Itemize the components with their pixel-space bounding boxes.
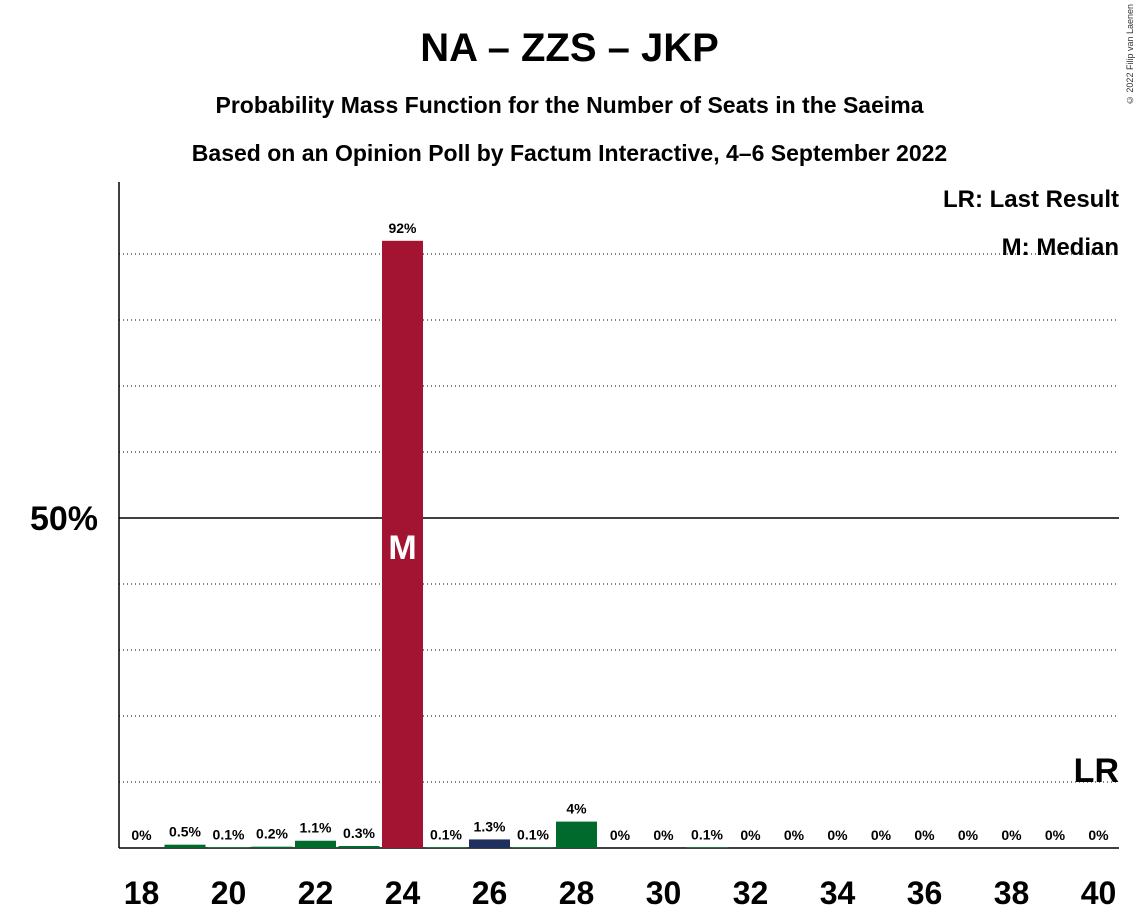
bar-20: [208, 847, 249, 848]
x-tick-label-28: 28: [559, 875, 595, 911]
bar-19: [164, 844, 206, 848]
bar-24: [382, 240, 423, 849]
data-label-21: 0.2%: [256, 826, 288, 842]
x-tick-label-32: 32: [733, 875, 769, 911]
data-label-36: 0%: [914, 827, 935, 843]
chart-subtitle-2: Based on an Opinion Poll by Factum Inter…: [191, 140, 948, 166]
data-label-23: 0.3%: [343, 825, 375, 841]
data-label-33: 0%: [784, 827, 805, 843]
data-label-20: 0.1%: [213, 826, 245, 842]
x-tick-label-20: 20: [211, 875, 247, 911]
data-label-22: 1.1%: [300, 820, 332, 836]
data-label-38: 0%: [1001, 827, 1022, 843]
x-tick-label-22: 22: [298, 875, 334, 911]
data-label-28: 4%: [566, 801, 587, 817]
x-tick-label-18: 18: [124, 875, 160, 911]
x-tick-label-26: 26: [472, 875, 508, 911]
data-label-35: 0%: [871, 827, 892, 843]
data-label-30: 0%: [653, 827, 674, 843]
y-tick-label: 50%: [30, 500, 98, 538]
data-label-34: 0%: [827, 827, 848, 843]
x-tick-label-24: 24: [385, 875, 421, 911]
data-label-18: 0%: [131, 827, 152, 843]
data-label-27: 0.1%: [517, 826, 549, 842]
chart-title: NA – ZZS – JKP: [420, 26, 719, 70]
data-label-31: 0.1%: [691, 826, 723, 842]
x-tick-label-38: 38: [994, 875, 1030, 911]
x-tick-label-36: 36: [907, 875, 943, 911]
bar-23: [338, 846, 380, 848]
bar-25: [425, 847, 467, 848]
data-label-40: 0%: [1088, 827, 1109, 843]
x-tick-label-34: 34: [820, 875, 856, 911]
data-label-32: 0%: [740, 827, 761, 843]
data-label-37: 0%: [958, 827, 979, 843]
bar-21: [251, 846, 293, 848]
x-tick-label-40: 40: [1081, 875, 1117, 911]
bar-22: [295, 840, 336, 848]
data-label-26: 1.3%: [474, 818, 506, 834]
data-label-24: 92%: [388, 220, 417, 236]
data-label-29: 0%: [610, 827, 631, 843]
bar-31: [686, 847, 728, 848]
legend-median: M: Median: [1001, 234, 1119, 261]
last-result-marker: LR: [1074, 752, 1119, 790]
data-label-39: 0%: [1045, 827, 1066, 843]
median-marker: M: [388, 529, 416, 567]
bar-26: [469, 839, 510, 848]
chart-subtitle-1: Probability Mass Function for the Number…: [215, 92, 924, 118]
bar-27: [512, 847, 554, 848]
data-label-19: 0.5%: [169, 824, 201, 840]
legend-last-result: LR: Last Result: [942, 186, 1119, 213]
x-tick-label-30: 30: [646, 875, 682, 911]
data-label-25: 0.1%: [430, 826, 462, 842]
bar-28: [556, 821, 597, 848]
